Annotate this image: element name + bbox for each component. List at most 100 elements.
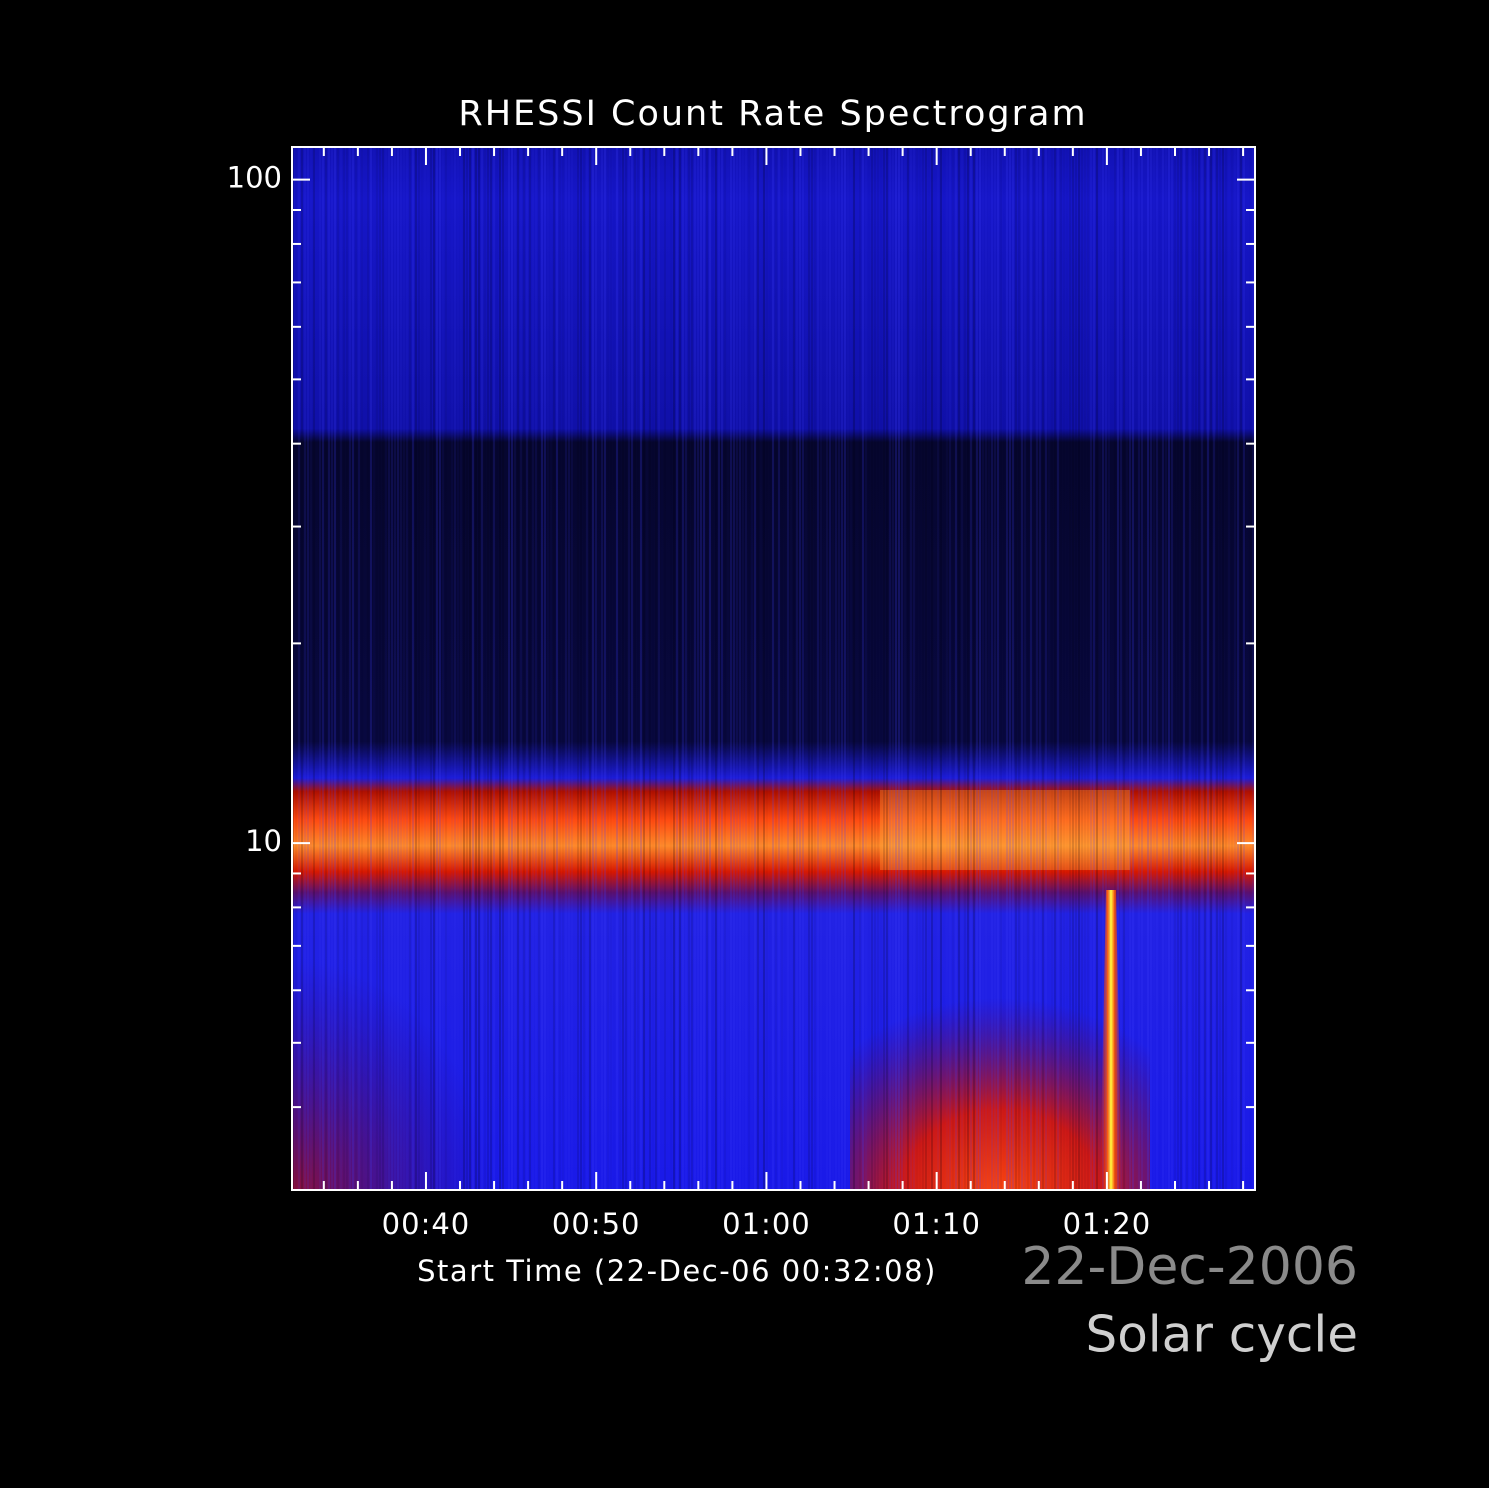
- spectrogram-texture: [553, 147, 555, 1190]
- spectrogram-texture: [1249, 147, 1251, 1190]
- spectrogram-texture: [1213, 147, 1215, 1190]
- spectrogram-texture: [328, 147, 330, 1190]
- spectrogram-texture: [1102, 147, 1104, 1190]
- spectrogram-texture: [664, 147, 666, 1190]
- spectrogram-texture: [1096, 147, 1098, 1190]
- spectrogram-texture: [295, 147, 297, 1190]
- spectrogram-texture: [886, 147, 888, 1190]
- spectrogram-texture: [658, 147, 660, 1190]
- spectrogram-texture: [757, 147, 759, 1190]
- spectrogram-texture: [307, 147, 309, 1190]
- spectrogram-texture: [979, 147, 981, 1190]
- spectrogram-texture: [973, 147, 975, 1190]
- spectrogram-texture: [1150, 147, 1152, 1190]
- spectrogram-texture: [1018, 147, 1020, 1190]
- spectrogram-texture: [1234, 147, 1236, 1190]
- spectrogram-texture: [1204, 147, 1206, 1190]
- spectrogram-texture: [346, 147, 348, 1190]
- spectrogram-texture: [895, 147, 897, 1190]
- spectrogram-texture: [355, 147, 357, 1190]
- spectrogram-texture: [826, 147, 828, 1190]
- spectrogram-texture: [544, 147, 546, 1190]
- spectrogram-texture: [844, 147, 846, 1190]
- spectrogram-texture: [586, 147, 588, 1190]
- spectrogram-texture: [499, 147, 501, 1190]
- spectrogram-texture: [874, 147, 876, 1190]
- spectrogram-texture: [427, 147, 429, 1190]
- spectrogram-texture: [577, 147, 579, 1190]
- spectrogram-texture: [1120, 147, 1122, 1190]
- y-tick-label: 100: [227, 161, 282, 195]
- spectrogram-texture: [1243, 147, 1245, 1190]
- spectrogram-texture: [715, 147, 717, 1190]
- spectrogram-texture: [337, 147, 339, 1190]
- spectrogram-texture: [772, 147, 774, 1190]
- spectrogram-texture: [859, 147, 861, 1190]
- spectrogram-texture: [502, 147, 504, 1190]
- spectrogram-texture: [409, 147, 411, 1190]
- spectrogram-texture: [400, 147, 402, 1190]
- spectrogram-texture: [793, 147, 795, 1190]
- spectrogram-texture: [1201, 147, 1203, 1190]
- spectrogram-texture: [916, 147, 918, 1190]
- spectrogram-texture: [832, 147, 834, 1190]
- spectrogram-texture: [1183, 147, 1185, 1190]
- spectrogram-texture: [712, 147, 714, 1190]
- spectrogram-texture: [877, 147, 879, 1190]
- spectrogram-texture: [493, 147, 495, 1190]
- spectrogram-texture: [985, 147, 987, 1190]
- spectrogram-texture: [787, 147, 789, 1190]
- spectrogram-texture: [1117, 147, 1119, 1190]
- spectrogram-texture: [568, 147, 570, 1190]
- spectrogram-texture: [1219, 147, 1221, 1190]
- spectrogram-texture: [751, 147, 753, 1190]
- spectrogram-texture: [484, 147, 486, 1190]
- spectrogram-texture: [412, 147, 414, 1190]
- spectrogram-texture: [343, 147, 345, 1190]
- y-tick-label: 10: [245, 824, 282, 858]
- spectrogram-texture: [976, 147, 978, 1190]
- spectrogram-texture: [583, 147, 585, 1190]
- spectrogram-texture: [1111, 147, 1113, 1190]
- spectrogram-texture: [646, 147, 648, 1190]
- spectrogram-texture: [298, 147, 300, 1190]
- spectrogram-texture: [526, 147, 528, 1190]
- spectrogram-texture: [688, 147, 690, 1190]
- spectrogram-texture: [1252, 147, 1254, 1190]
- spectrogram-texture: [631, 147, 633, 1190]
- spectrogram-texture: [313, 147, 315, 1190]
- spectrogram-texture: [1066, 147, 1068, 1190]
- spectrogram-texture: [520, 147, 522, 1190]
- spectrogram-texture: [1054, 147, 1056, 1190]
- spectrogram-texture: [595, 147, 597, 1190]
- spectrogram-texture: [649, 147, 651, 1190]
- spectrogram-texture: [463, 147, 465, 1190]
- spectrogram-texture: [382, 147, 384, 1190]
- spectrogram-texture: [1063, 147, 1065, 1190]
- spectrogram-spike: [1100, 890, 1122, 1190]
- spectrogram-texture: [511, 147, 513, 1190]
- spectrogram-texture: [709, 147, 711, 1190]
- spectrogram-texture: [1207, 147, 1209, 1190]
- spectrogram-texture: [742, 147, 744, 1190]
- spectrogram-texture: [481, 147, 483, 1190]
- spectrogram-texture: [775, 147, 777, 1190]
- spectrogram-texture: [778, 147, 780, 1190]
- spectrogram-texture: [532, 147, 534, 1190]
- spectrogram-texture: [310, 147, 312, 1190]
- spectrogram-texture: [490, 147, 492, 1190]
- spectrogram-texture: [574, 147, 576, 1190]
- spectrogram-texture: [1078, 147, 1080, 1190]
- spectrogram-texture: [1009, 147, 1011, 1190]
- spectrogram-texture: [1105, 147, 1107, 1190]
- spectrogram-texture: [628, 147, 630, 1190]
- spectrogram-texture: [931, 147, 933, 1190]
- spectrogram-texture: [1237, 147, 1239, 1190]
- spectrogram-texture: [670, 147, 672, 1190]
- spectrogram-texture: [673, 147, 675, 1190]
- spectrogram-texture: [1039, 147, 1041, 1190]
- spectrogram-texture: [487, 147, 489, 1190]
- spectrogram-texture: [433, 147, 435, 1190]
- spectrogram-texture: [613, 147, 615, 1190]
- spectrogram-texture: [523, 147, 525, 1190]
